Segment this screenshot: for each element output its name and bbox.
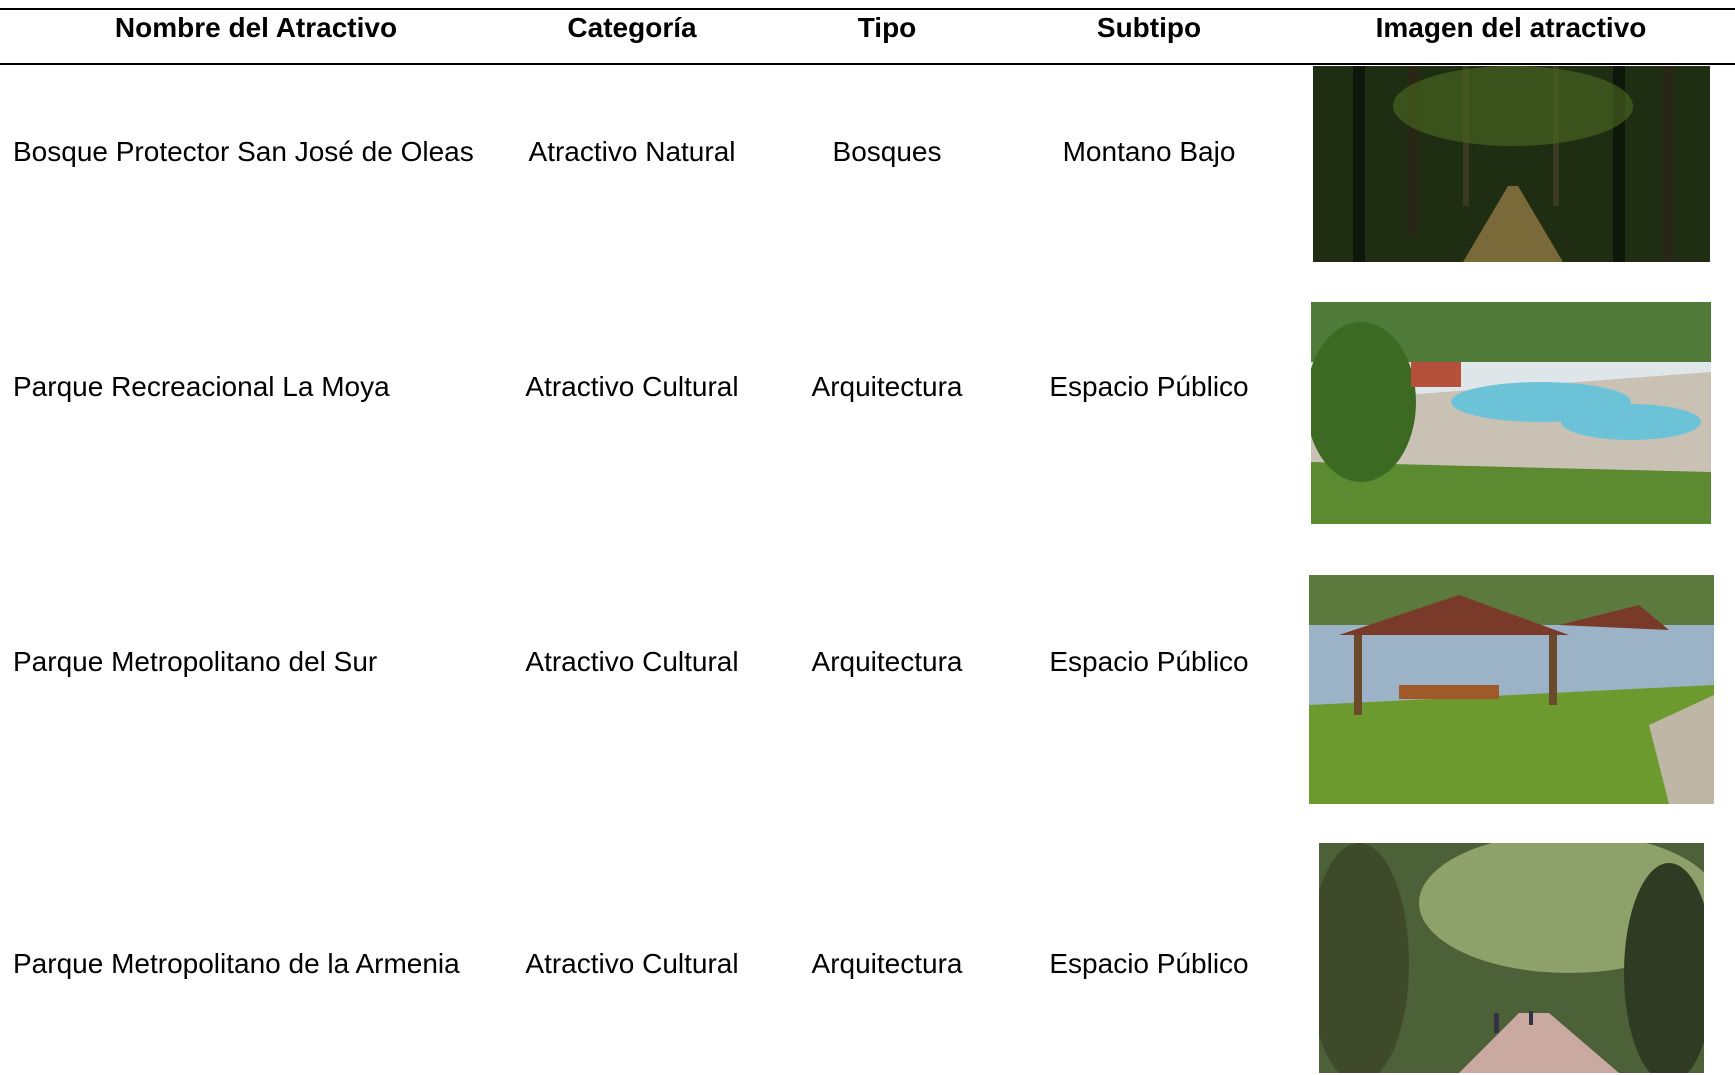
attraction-name: Parque Metropolitano del Sur	[13, 646, 378, 677]
attraction-name: Bosque Protector San José de Oleas	[13, 136, 474, 167]
subtype: Espacio Público	[1049, 948, 1249, 979]
subtype: Montano Bajo	[1062, 136, 1236, 167]
column-header: Subtipo	[1096, 12, 1202, 43]
type: Bosques	[832, 136, 942, 167]
category: Atractivo Natural	[528, 136, 736, 167]
column-header: Categoría	[567, 12, 697, 43]
category: Atractivo Cultural	[525, 371, 739, 402]
category: Atractivo Cultural	[525, 948, 739, 979]
column-header: Tipo	[857, 12, 917, 43]
subtype: Espacio Público	[1049, 371, 1249, 402]
column-header: Imagen del atractivo	[1375, 12, 1647, 43]
top-rule	[0, 8, 1735, 10]
type: Arquitectura	[811, 948, 963, 979]
category: Atractivo Cultural	[525, 646, 739, 677]
attraction-name: Parque Metropolitano de la Armenia	[13, 948, 460, 979]
header-rule	[0, 63, 1735, 65]
type: Arquitectura	[811, 371, 963, 402]
type: Arquitectura	[811, 646, 963, 677]
column-header: Nombre del Atractivo	[114, 12, 398, 43]
attraction-image	[1313, 66, 1710, 262]
attraction-image	[1309, 575, 1714, 804]
attraction-name: Parque Recreacional La Moya	[13, 371, 390, 402]
subtype: Espacio Público	[1049, 646, 1249, 677]
attraction-image	[1319, 843, 1704, 1073]
attraction-image	[1311, 302, 1711, 524]
